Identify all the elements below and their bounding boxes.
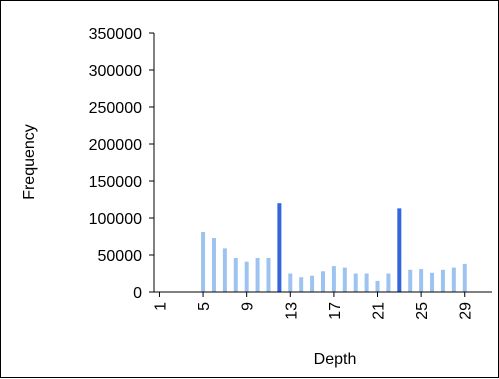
bar: [288, 273, 293, 292]
bar: [364, 273, 369, 292]
x-tick-marks: [158, 292, 466, 297]
bar: [408, 269, 413, 292]
bar: [440, 269, 445, 292]
bar: [353, 273, 358, 292]
x-tick-label: 21: [371, 302, 388, 320]
bar: [342, 267, 347, 292]
x-tick-label: 13: [283, 302, 300, 320]
bar: [310, 275, 315, 292]
y-tick-label: 350000: [89, 26, 142, 43]
y-tick-labels: 0 50000 100000 150000 200000 250000 300000 3500…: [89, 26, 142, 302]
x-tick-label: 25: [414, 302, 431, 320]
y-tick-label: 250000: [89, 100, 142, 117]
bar: [321, 271, 325, 292]
bar: [201, 232, 206, 292]
x-tick-label: 1: [152, 302, 169, 311]
x-tick-label: 29: [458, 302, 475, 320]
bar: [222, 248, 227, 292]
bar: [266, 257, 271, 292]
y-axis-title: Frequency: [21, 124, 38, 200]
bar: [299, 277, 304, 292]
bar: [233, 257, 238, 292]
y-tick-marks: [149, 32, 154, 293]
x-tick-label: 9: [240, 302, 257, 311]
bar: [255, 257, 260, 292]
y-tick-label: 200000: [89, 137, 142, 154]
y-tick-label: 50000: [98, 248, 143, 265]
bar: [375, 280, 380, 292]
y-tick-label: 100000: [89, 211, 142, 228]
bar: [462, 263, 467, 292]
x-tick-label: 17: [327, 302, 344, 320]
bar: [430, 272, 435, 292]
bar: [451, 267, 456, 292]
x-tick-labels: 1 5 9 13 17 21 25 29: [152, 302, 474, 320]
bar: [331, 266, 336, 292]
bar: [386, 273, 391, 292]
y-tick-label: 150000: [89, 174, 142, 191]
y-tick-label: 300000: [89, 63, 142, 80]
x-tick-label: 5: [196, 302, 213, 311]
bar: [211, 237, 216, 292]
bar: [419, 269, 424, 292]
bars: [201, 203, 467, 292]
bar: [244, 261, 249, 292]
y-tick-label: 0: [133, 285, 142, 302]
x-axis-title: Depth: [314, 351, 357, 368]
bar-highlighted: [397, 208, 402, 292]
bar-highlighted: [277, 203, 282, 292]
